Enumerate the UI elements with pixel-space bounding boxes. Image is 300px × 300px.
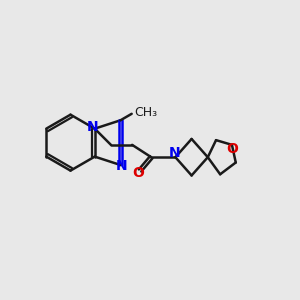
Text: O: O: [132, 167, 144, 180]
Text: N: N: [87, 120, 98, 134]
Text: N: N: [115, 159, 127, 173]
Text: N: N: [169, 146, 181, 161]
Text: CH₃: CH₃: [134, 106, 157, 119]
Text: O: O: [226, 142, 238, 156]
